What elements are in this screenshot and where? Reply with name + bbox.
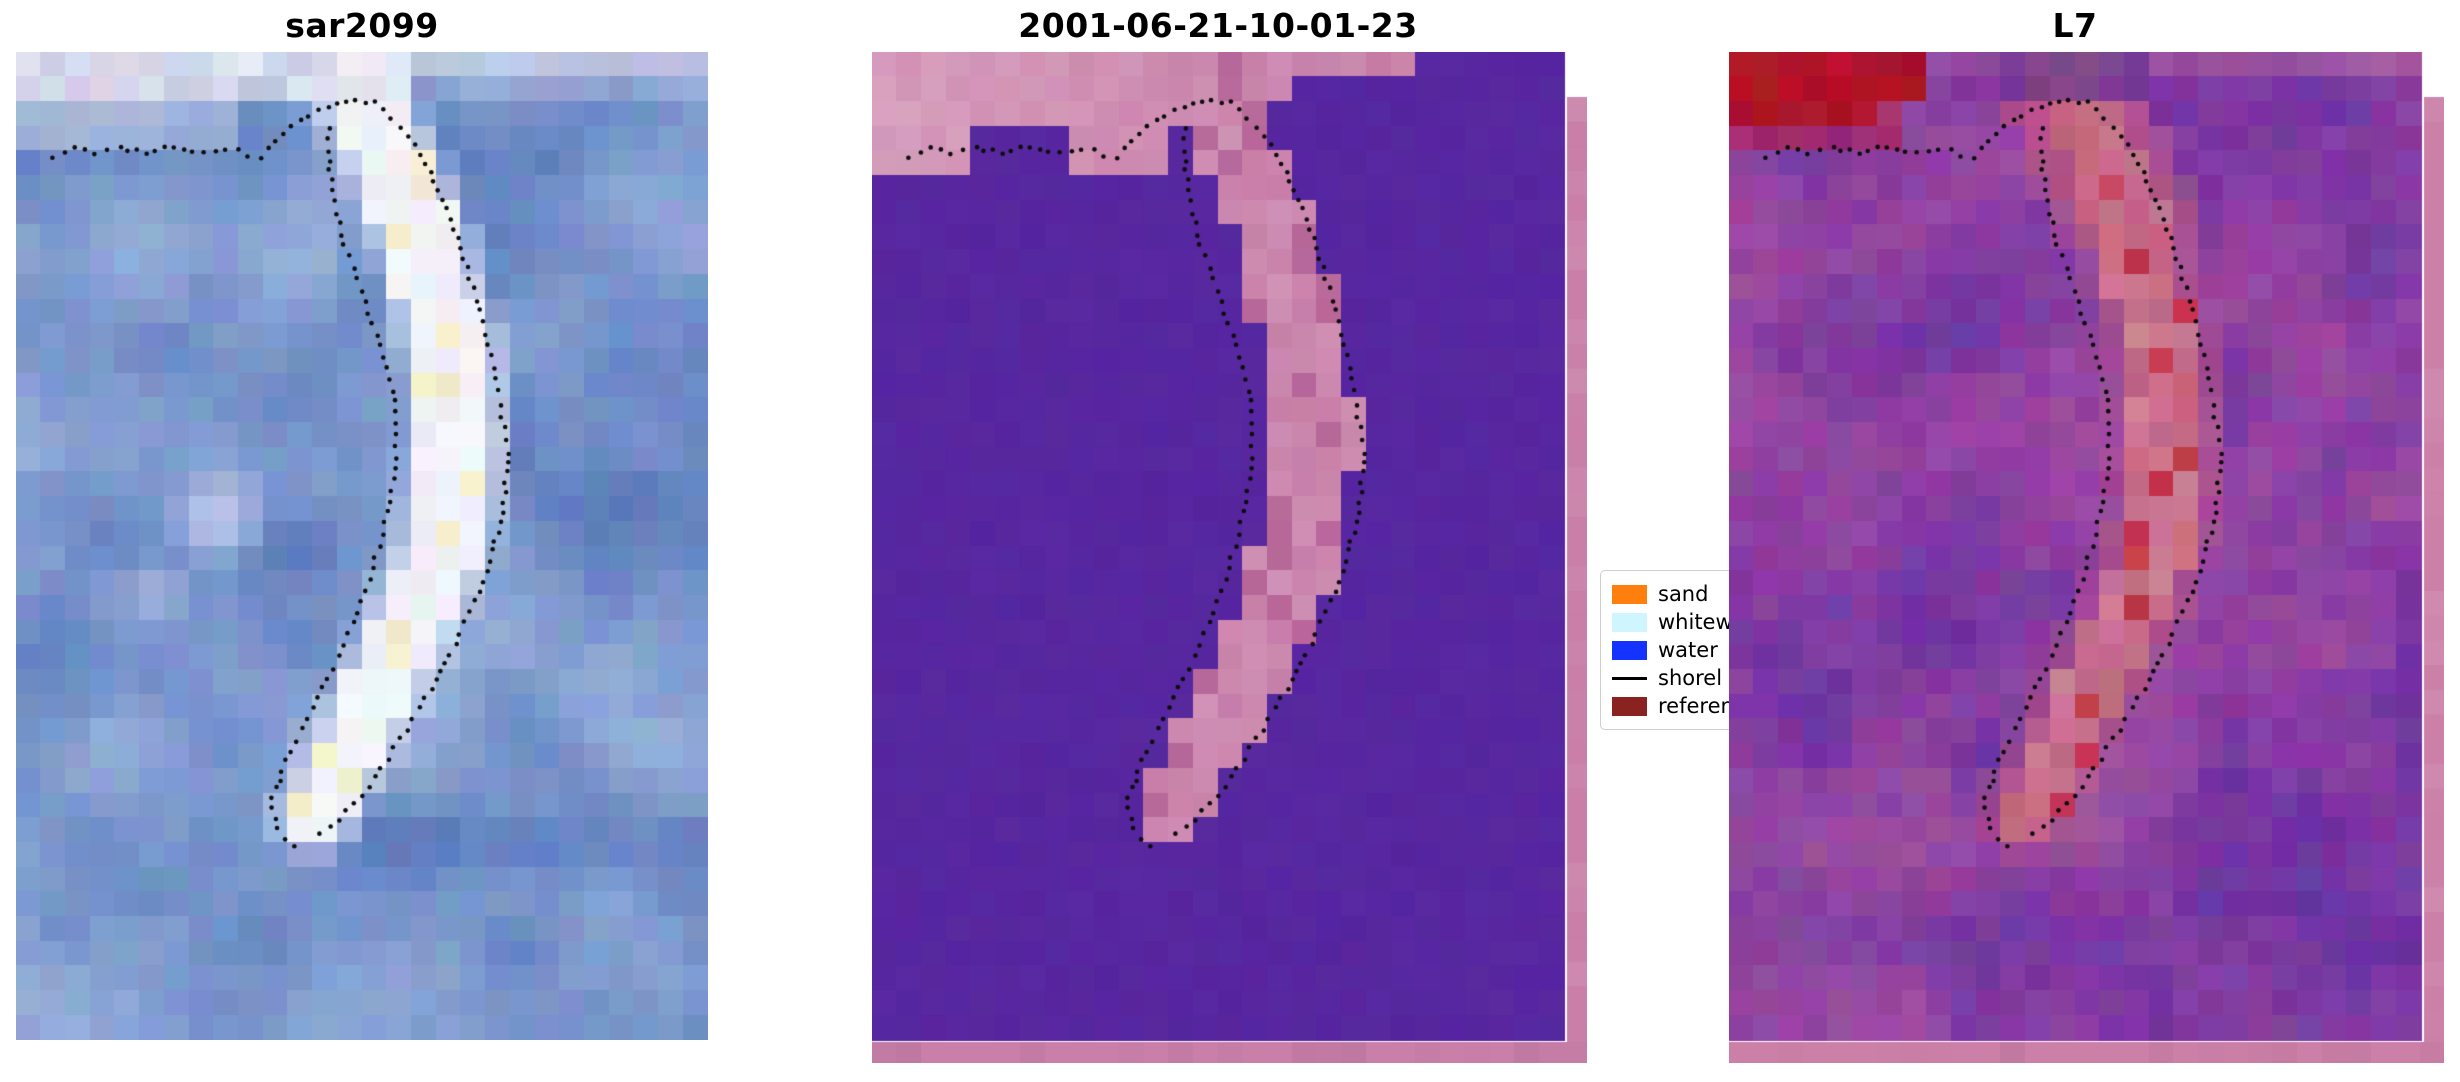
legend-label-water: water — [1658, 638, 1718, 662]
legend-item-reference: referen — [1612, 692, 1795, 720]
panel-title-date: 2001-06-21-10-01-23 — [1018, 6, 1418, 45]
legend-label-sand: sand — [1658, 582, 1709, 606]
legend-item-shoreline: shorel — [1612, 664, 1795, 692]
sand-swatch — [1612, 584, 1647, 604]
l7-image-canvas — [1729, 52, 2444, 1063]
whitewater-swatch — [1612, 612, 1647, 632]
panel-title-l7: L7 — [2052, 6, 2098, 45]
legend-label-reference: referen — [1658, 694, 1734, 718]
legend-label-shoreline: shorel — [1658, 666, 1723, 690]
water-swatch — [1612, 640, 1647, 660]
panel-title-sar2099: sar2099 — [285, 6, 439, 45]
classified-image-canvas — [872, 52, 1587, 1063]
sar2099-image-canvas — [16, 52, 708, 1040]
shoreline-line-swatch — [1612, 676, 1647, 680]
legend-item-water: water — [1612, 636, 1795, 664]
reference-swatch — [1612, 696, 1647, 716]
legend-item-whitewater: whitew — [1612, 608, 1795, 636]
legend-label-whitewater: whitew — [1658, 610, 1733, 634]
legend-item-sand: sand — [1612, 580, 1795, 608]
